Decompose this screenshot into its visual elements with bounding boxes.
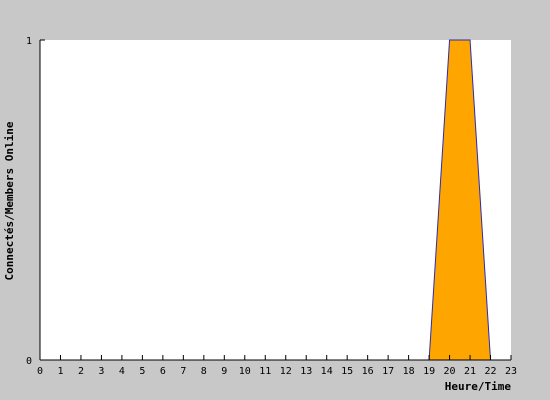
area-fill-series-0 [40,40,511,360]
x-tick-label: 5 [139,366,145,377]
x-tick-label: 8 [201,366,207,377]
x-tick-label: 13 [300,366,312,377]
x-tick-label: 17 [382,366,394,377]
x-tick-label: 7 [180,366,186,377]
x-tick-label: 14 [321,366,333,377]
x-tick-label: 22 [484,366,496,377]
x-tick-label: 20 [444,366,456,377]
x-tick-label: 2 [78,366,84,377]
x-tick-label: 1 [57,366,63,377]
x-tick-label: 15 [341,366,353,377]
x-tick-label: 18 [403,366,415,377]
x-tick-label: 12 [280,366,292,377]
x-tick-label: 10 [239,366,251,377]
x-axis-label: Heure/Time [445,380,512,393]
y-ticks: 01 [26,36,45,367]
x-tick-label: 21 [464,366,476,377]
axes-layer [39,40,511,361]
x-tick-label: 3 [98,366,104,377]
x-ticks: 0 1 2 3 4 5 6 7 8 9 10 11 12 13 14 15 16 17 18 19 20 21 22 23 [37,355,517,377]
x-tick-label: 23 [505,366,517,377]
x-tick-label: 16 [362,366,374,377]
x-tick-label: 19 [423,366,435,377]
y-axis-label: Connectés/Members Online [3,121,16,280]
x-tick-label: 0 [37,366,43,377]
x-tick-label: 11 [259,366,271,377]
x-tick-label: 4 [119,366,125,377]
x-tick-label: 6 [160,366,166,377]
y-tick-label: 0 [26,356,32,367]
x-tick-label: 9 [221,366,227,377]
y-tick-label: 1 [26,36,32,47]
